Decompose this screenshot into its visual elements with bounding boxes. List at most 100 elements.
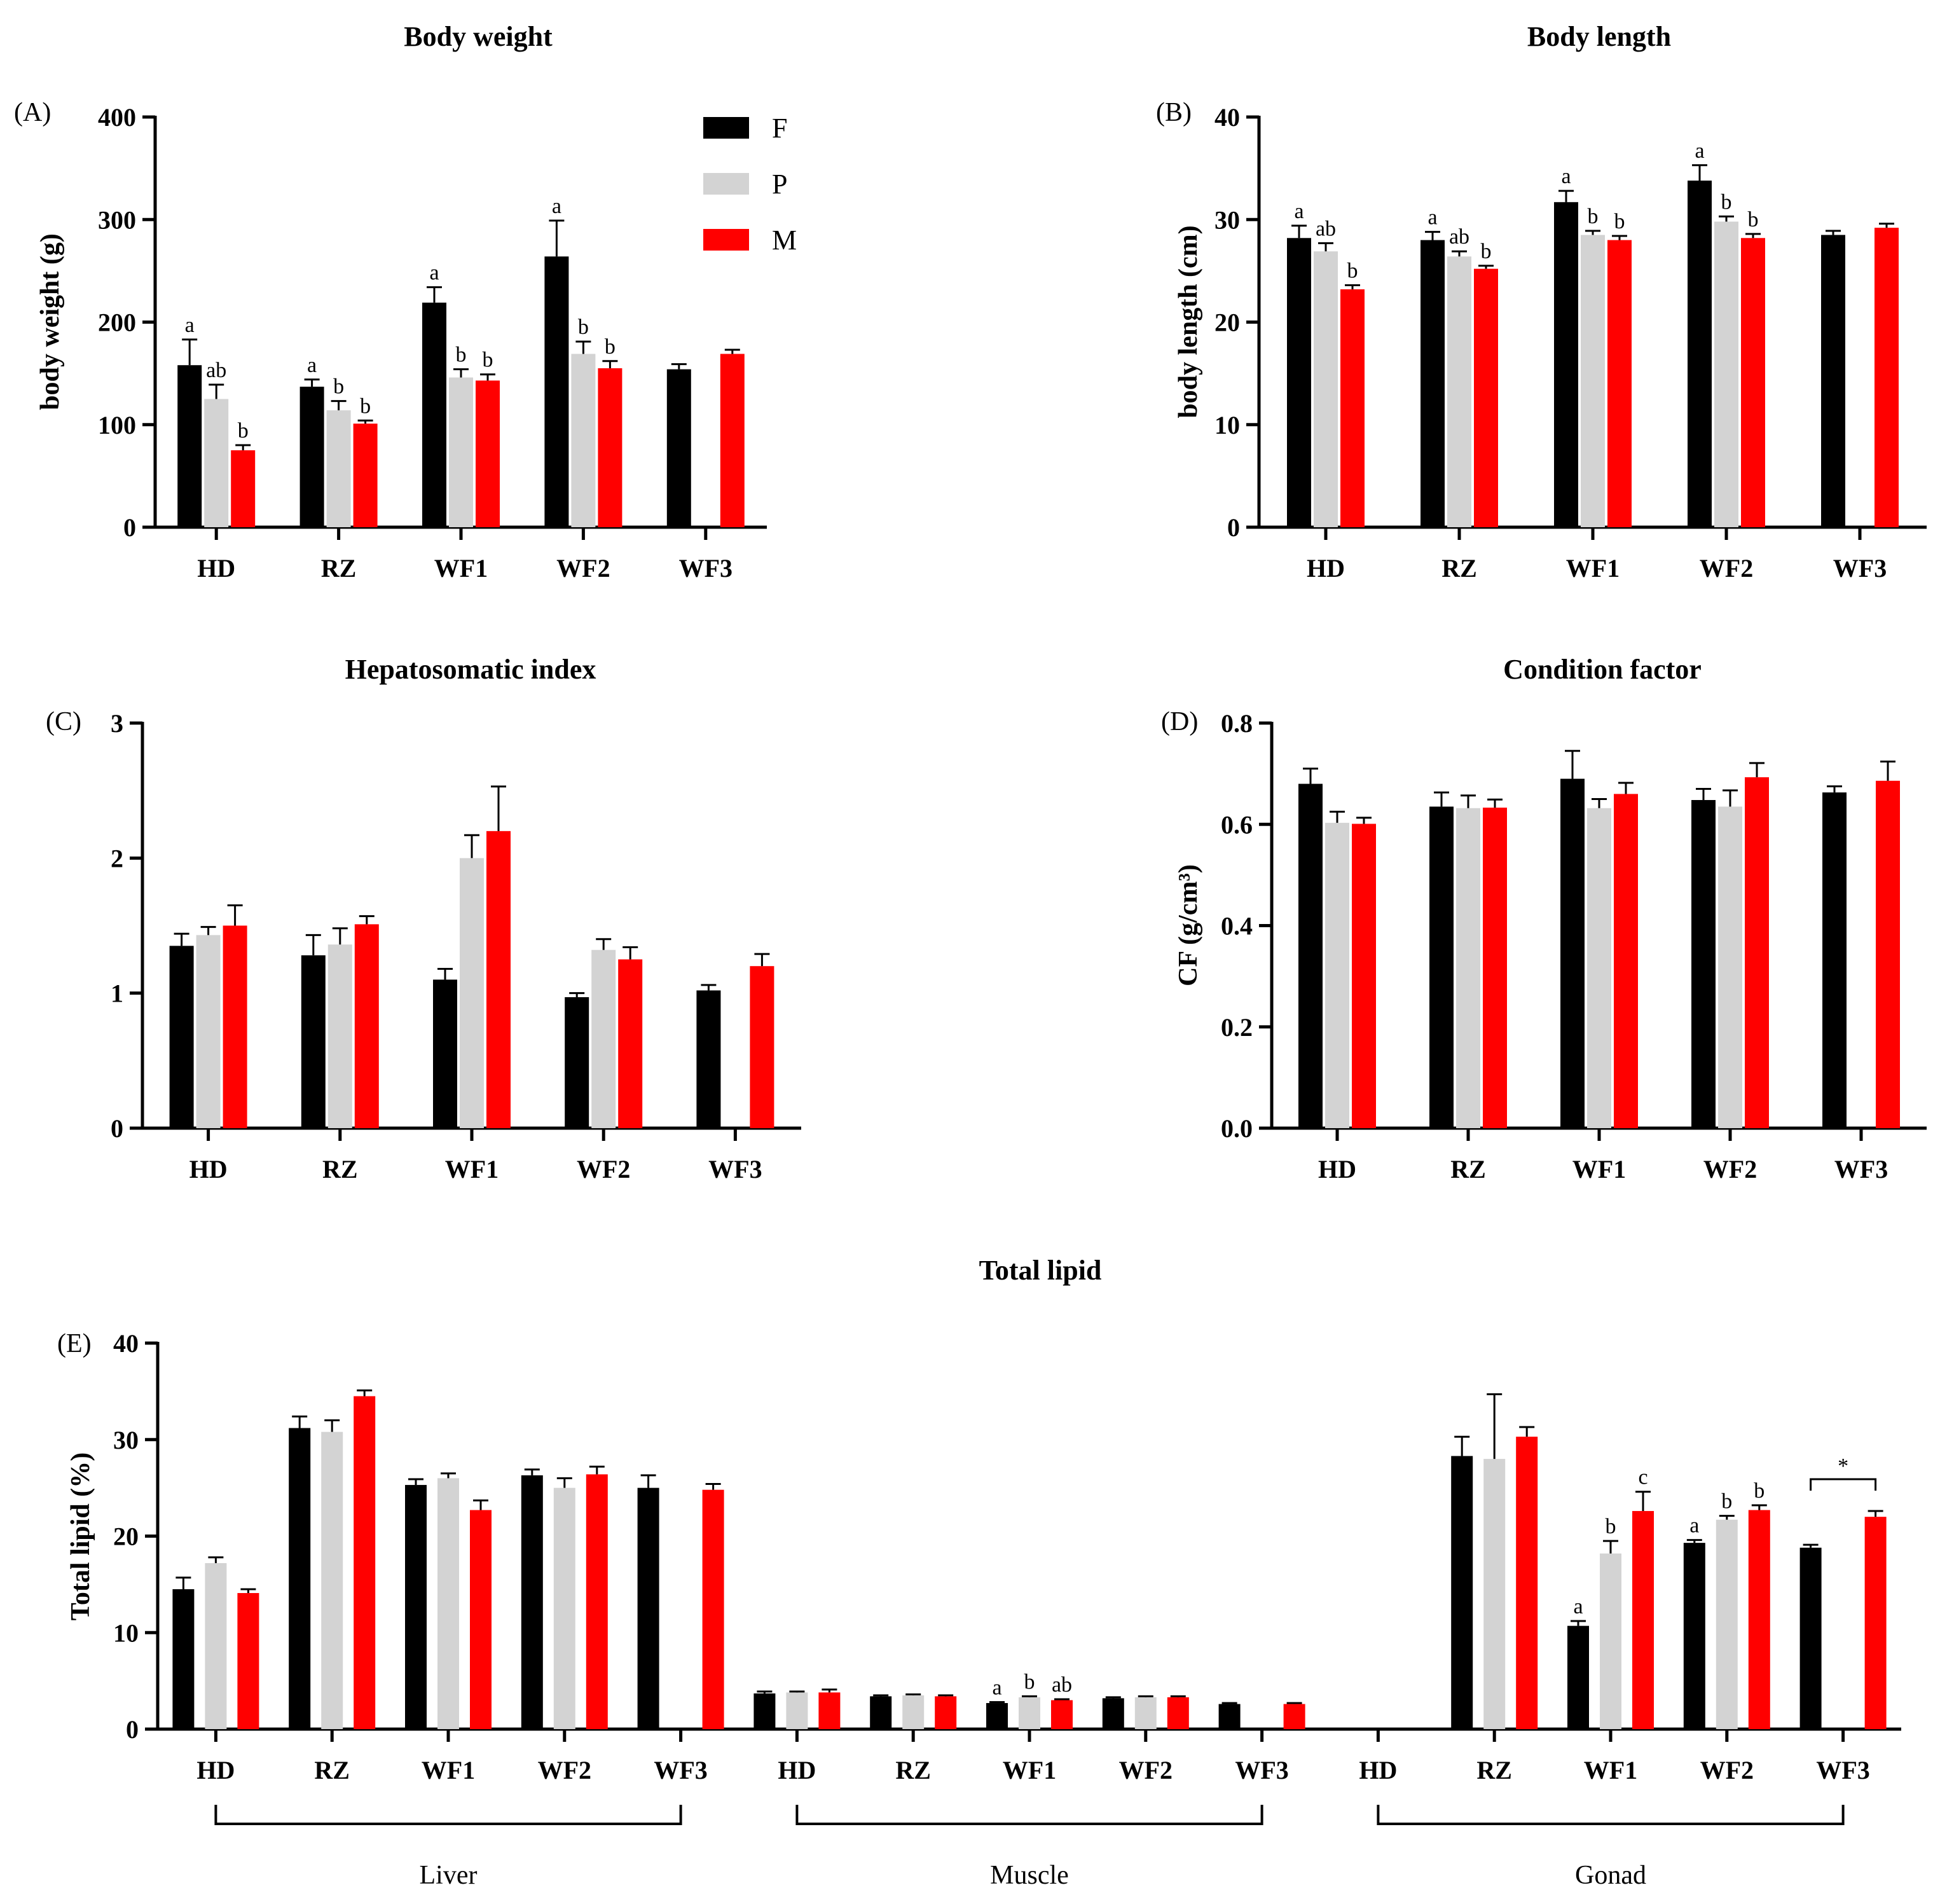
y-tick-label: 0.8 [1221,709,1253,738]
legend-label: F [772,113,787,144]
bar-f [637,1487,659,1729]
bar-m [1340,289,1365,527]
bar-m [1745,777,1769,1128]
x-tick-label: HD [1307,554,1345,583]
significance-label: ab [1052,1673,1072,1697]
significance-label: a [1294,200,1304,223]
x-tick-label: RZ [321,554,357,583]
bar-m [1864,1517,1887,1729]
bar-p [205,1563,227,1729]
legend: FPM [703,113,797,256]
x-tick-label: WF1 [422,1756,475,1784]
bar-f [753,1693,776,1729]
significance-label: a [1561,165,1571,188]
bar-f [289,1428,311,1729]
x-tick-label: HD [1318,1155,1356,1183]
significance-bracket [1810,1478,1877,1491]
bar-m [1875,228,1899,527]
x-tick-label: WF1 [1572,1155,1626,1183]
y-tick-label: 0 [126,1715,139,1744]
bar-m [1741,238,1765,527]
bar-f [1287,238,1311,527]
bar-m [353,424,378,527]
bar-m [618,959,643,1128]
bar-f [870,1696,892,1729]
x-tick-label: WF1 [1584,1756,1637,1784]
bar-m [1352,824,1376,1128]
bar-p [1447,256,1471,527]
bar-m [1607,240,1632,527]
bar-f [1822,792,1847,1128]
bar-m [237,1593,259,1729]
bar-p [571,354,596,527]
bar-m [750,966,774,1128]
bar-m [1748,1510,1770,1729]
x-tick-label: WF1 [1566,554,1620,583]
y-tick-label: 10 [113,1618,139,1647]
bar-f [433,979,457,1128]
panel-label: (C) [46,707,81,736]
significance-label: b [1024,1670,1035,1694]
bar-m [1474,268,1498,527]
bar-f [299,387,324,527]
bar-p [1314,251,1338,527]
x-tick-label: RZ [1450,1155,1486,1183]
bar-m [935,1696,957,1729]
panel-a: Body weight (A) body weight (g) 0 100 200 300 4… [14,21,767,583]
y-tick-label: 0.0 [1221,1114,1253,1143]
significance-label: b [483,348,493,372]
x-tick-label: RZ [1476,1756,1512,1784]
significance-label: a [552,195,561,218]
y-tick-label: 40 [1214,103,1240,132]
significance-label: a [992,1676,1001,1700]
y-axis-label: body weight (g) [36,233,65,410]
bar-f [1691,800,1716,1128]
bar-m [354,1396,376,1729]
chart-title: Condition factor [1503,654,1702,685]
x-tick-label: RZ [314,1756,350,1784]
x-tick-label: HD [197,554,235,583]
bar-m [1167,1697,1189,1729]
bar-p [1019,1697,1040,1729]
y-tick-label: 300 [98,205,136,234]
y-tick-label: 200 [98,308,136,337]
panel-e: Total lipid (E) Total lipid (%) 0 10 20 30 40 HD… [57,1255,1901,1890]
significance-label: b [1721,1490,1732,1514]
significance-label: a [1689,1514,1699,1538]
bar-f [1683,1543,1705,1729]
legend-swatch-f [703,117,749,139]
bar-f [1421,240,1445,527]
bar-p [1456,808,1480,1128]
significance-label: a [429,261,439,285]
bar-f [1102,1698,1124,1729]
bar-f [1567,1625,1589,1729]
chart-title: Body weight [404,21,553,52]
x-tick-label: WF1 [1003,1756,1056,1784]
significance-label: b [238,419,249,443]
bar-p [1134,1697,1157,1729]
legend-swatch-p [703,173,749,195]
significance-label: a [185,314,195,337]
x-tick-label: WF3 [708,1155,762,1183]
bar-f [1451,1456,1473,1729]
x-tick-label: WF3 [1833,554,1887,583]
x-tick-label: WF3 [1816,1756,1869,1784]
x-tick-label: HD [778,1756,816,1784]
bar-m [818,1692,841,1729]
x-tick-label: WF2 [1703,1155,1757,1183]
bar-f [986,1703,1008,1729]
significance-label: b [456,343,467,367]
bar-m [231,450,256,527]
significance-label: b [1614,210,1625,233]
bar-p [1325,822,1349,1128]
bar-p [902,1695,925,1729]
bar-m [586,1474,608,1729]
group-bracket [795,1805,1263,1825]
group-bracket [1377,1805,1845,1825]
y-tick-label: 0 [1227,513,1240,542]
bar-m [598,368,623,527]
x-tick-label: HD [196,1756,235,1784]
significance-label: b [605,335,616,359]
bar-m [1051,1700,1073,1729]
